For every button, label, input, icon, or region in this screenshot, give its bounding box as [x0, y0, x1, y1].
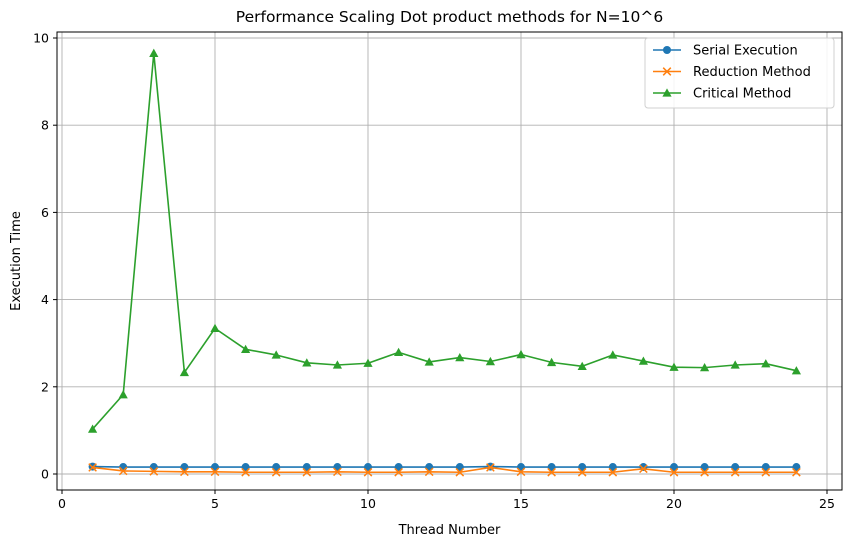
data-point-reduction-method — [118, 466, 128, 476]
x-tick-label: 25 — [819, 496, 835, 511]
data-point-critical-method — [791, 366, 801, 375]
legend-label: Reduction Method — [693, 65, 811, 80]
y-tick-label: 0 — [41, 467, 49, 482]
data-point-serial-execution — [241, 463, 250, 472]
data-point-critical-method — [761, 359, 771, 368]
data-point-critical-method — [485, 356, 495, 366]
data-point-critical-method — [179, 367, 189, 377]
data-point-reduction-method — [302, 467, 312, 477]
data-point-reduction-method — [730, 467, 740, 477]
y-tick-label: 10 — [33, 31, 49, 46]
data-point-serial-execution — [272, 463, 281, 472]
legend-box — [644, 37, 835, 109]
data-point-critical-method — [577, 361, 587, 370]
data-point-serial-execution — [578, 463, 587, 472]
chart-title: Performance Scaling Dot product methods … — [236, 8, 663, 26]
data-point-reduction-method — [424, 467, 434, 477]
data-point-reduction-method — [149, 467, 159, 476]
x-tick-label: 0 — [58, 496, 66, 511]
data-point-critical-method — [88, 424, 98, 433]
data-point-critical-method — [424, 357, 434, 366]
ticks: 0 5 10 15 20 25 0 2 4 6 8 10 — [33, 31, 835, 512]
data-point-serial-execution — [455, 463, 464, 472]
data-point-serial-execution — [547, 463, 556, 472]
data-point-critical-method — [149, 48, 159, 57]
data-point-critical-method — [455, 352, 465, 362]
x-tick-label: 15 — [513, 496, 529, 511]
data-point-serial-execution — [608, 463, 617, 472]
y-tick-label: 6 — [41, 205, 49, 220]
legend-item-serial-execution: Serial Execution — [653, 44, 798, 59]
data-point-critical-method — [210, 323, 220, 333]
data-point-reduction-method — [516, 467, 526, 477]
data-point-critical-method — [547, 357, 557, 367]
legend-item-critical-method: Critical Method — [653, 87, 791, 102]
data-point-reduction-method — [333, 467, 342, 477]
data-point-reduction-method — [486, 463, 495, 472]
grid — [57, 32, 842, 490]
data-point-reduction-method — [241, 467, 250, 477]
data-point-reduction-method — [210, 467, 220, 477]
data-point-reduction-method — [577, 467, 587, 477]
data-point-critical-method — [241, 344, 251, 353]
series-reduction-method — [88, 463, 801, 477]
data-point-reduction-method — [455, 467, 465, 477]
data-point-reduction-method — [547, 467, 556, 477]
data-point-critical-method — [516, 349, 526, 359]
data-point-critical-method — [394, 347, 404, 357]
data-point-reduction-method — [363, 467, 373, 477]
data-point-serial-execution — [302, 463, 311, 472]
x-tick-label: 10 — [360, 496, 376, 511]
legend-label: Critical Method — [693, 87, 791, 102]
data-point-reduction-method — [669, 467, 679, 477]
legend-item-reduction-method: Reduction Method — [653, 65, 811, 80]
data-point-critical-method — [730, 360, 740, 369]
data-point-reduction-method — [608, 467, 618, 477]
data-point-serial-execution — [149, 463, 158, 472]
series-critical-method — [88, 48, 801, 433]
y-tick-label: 8 — [41, 118, 49, 133]
data-point-critical-method — [638, 356, 648, 365]
legend: Serial Execution Reduction Method Critical… — [644, 37, 835, 109]
data-point-reduction-method — [180, 467, 189, 477]
data-point-reduction-method — [394, 467, 403, 477]
legend-marker — [663, 46, 671, 54]
data-point-critical-method — [669, 362, 679, 371]
x-tick-label: 20 — [666, 496, 682, 511]
data-point-serial-execution — [700, 463, 709, 472]
data-point-critical-method — [332, 360, 342, 369]
series-line-critical-method — [92, 52, 797, 430]
data-point-critical-method — [700, 363, 710, 372]
data-point-critical-method — [302, 358, 312, 367]
data-point-critical-method — [271, 350, 281, 359]
data-point-reduction-method — [271, 467, 281, 477]
legend-marker — [662, 67, 672, 76]
legend-marker — [662, 88, 672, 97]
x-tick-label: 5 — [211, 496, 219, 511]
data-point-serial-execution — [731, 463, 740, 472]
data-point-reduction-method — [88, 463, 97, 472]
series-layer — [88, 48, 801, 477]
y-tick-label: 2 — [41, 379, 49, 394]
data-point-critical-method — [608, 350, 618, 359]
y-axis-label: Execution Time — [9, 211, 24, 311]
data-point-serial-execution — [670, 463, 678, 472]
data-point-reduction-method — [639, 464, 648, 474]
data-point-serial-execution — [394, 463, 403, 472]
data-point-serial-execution — [761, 463, 770, 472]
data-point-serial-execution — [364, 463, 372, 472]
data-point-reduction-method — [700, 467, 709, 477]
x-axis-label: Thread Number — [398, 523, 501, 538]
data-point-reduction-method — [792, 467, 801, 477]
data-point-critical-method — [118, 390, 128, 399]
legend-label: Serial Execution — [693, 44, 798, 59]
data-point-serial-execution — [792, 463, 801, 472]
y-tick-label: 4 — [41, 292, 49, 307]
data-point-critical-method — [363, 358, 373, 367]
series-line-reduction-method — [92, 466, 797, 474]
data-point-reduction-method — [761, 467, 771, 477]
plot-frame — [56, 31, 843, 491]
